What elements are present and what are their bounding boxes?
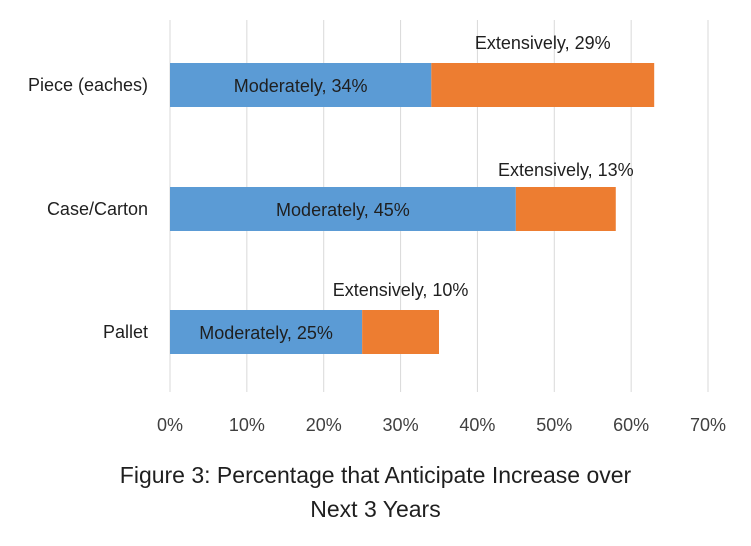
data-label-extensively: Extensively, 29% [475, 33, 611, 53]
figure-caption-line-1: Figure 3: Percentage that Anticipate Inc… [119, 462, 632, 488]
figure-caption-line-2: Next 3 Years [310, 496, 441, 522]
bar-moderately-2 [170, 310, 363, 354]
category-label: Pallet [103, 322, 148, 342]
bar-extensively-1 [515, 187, 616, 231]
x-tick-label: 70% [690, 415, 726, 435]
stacked-bar-chart: 0% 10% 20% 30% 40% 50% 60% 70% Piece (eaches) Mod… [28, 20, 726, 435]
x-tick-label: 20% [306, 415, 342, 435]
category-label: Case/Carton [47, 199, 148, 219]
x-tick-label: 50% [536, 415, 572, 435]
data-label-moderately: Moderately, 45% [276, 200, 410, 220]
bar-moderately-1 [170, 187, 516, 231]
bar-moderately-0 [170, 63, 432, 107]
x-tick-label: 60% [613, 415, 649, 435]
x-tick-label: 0% [157, 415, 183, 435]
data-label-extensively: Extensively, 13% [498, 160, 634, 180]
x-tick-label: 30% [383, 415, 419, 435]
data-label-extensively: Extensively, 10% [333, 280, 469, 300]
data-label-moderately: Moderately, 34% [234, 76, 368, 96]
bar-extensively-2 [362, 310, 439, 354]
category-label: Piece (eaches) [28, 75, 148, 95]
x-tick-label: 10% [229, 415, 265, 435]
bar-extensively-0 [431, 63, 655, 107]
x-tick-label: 40% [459, 415, 495, 435]
data-label-moderately: Moderately, 25% [199, 323, 333, 343]
